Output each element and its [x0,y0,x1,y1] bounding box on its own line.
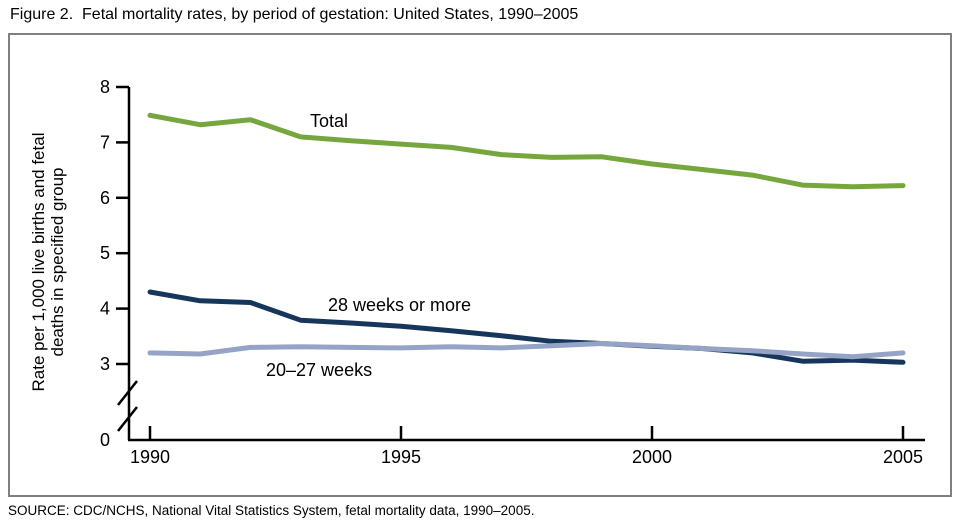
y-origin-label: 0 [100,430,110,450]
series-layer [147,112,906,365]
y-tick-label: 7 [100,132,110,152]
axis-break-slash [117,380,138,406]
chart-frame [8,33,952,497]
series-line-total [147,112,906,190]
series-line-28-weeks-or-more [147,289,906,365]
y-axis-title-line2: deaths in specified group [48,167,67,356]
y-tick-label: 6 [100,188,110,208]
y-tick-label: 3 [100,354,110,374]
y-tick-label: 8 [100,77,110,97]
axis-break-slash [117,406,138,432]
y-tick-label: 4 [100,299,110,319]
x-tick-label: 1995 [381,447,421,467]
series-label-20-27-weeks: 20–27 weeks [266,360,372,380]
x-tick-label: 1990 [130,447,170,467]
source-note: SOURCE: CDC/NCHS, National Vital Statist… [8,503,535,518]
figure-title: Figure 2. Fetal mortality rates, by peri… [10,6,579,23]
y-tick-label: 5 [100,243,110,263]
axes-layer: 8 7 6 5 4 3 0 1990 1995 2000 2005 [100,77,925,467]
x-tick-label: 2000 [632,447,672,467]
series-line-20-27-weeks [147,341,906,360]
x-tick-label: 2005 [883,447,923,467]
series-label-total: Total [310,111,348,131]
series-label-28-weeks-or-more: 28 weeks or more [328,295,471,315]
y-axis-title-line1: Rate per 1,000 live births and fetal [29,133,48,392]
